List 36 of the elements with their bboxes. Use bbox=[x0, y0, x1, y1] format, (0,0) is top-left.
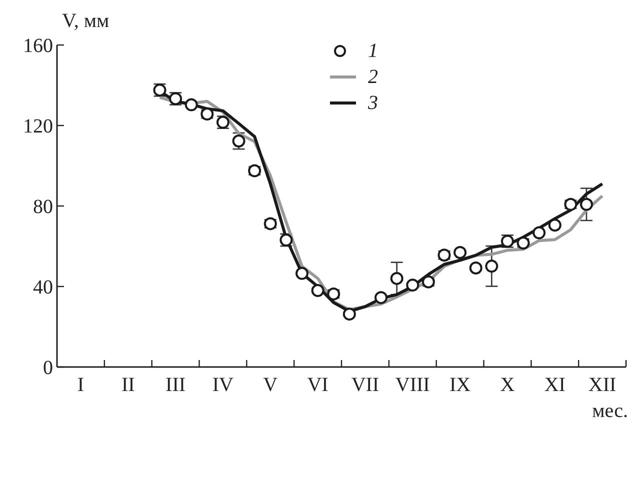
y-tick-label: 120 bbox=[23, 116, 53, 138]
x-tick-label: VII bbox=[351, 374, 380, 396]
point bbox=[548, 218, 562, 232]
point bbox=[485, 260, 498, 273]
point bbox=[532, 226, 546, 240]
point bbox=[184, 98, 198, 112]
y-tick-label: 80 bbox=[33, 196, 53, 218]
point bbox=[580, 198, 593, 211]
point bbox=[390, 272, 404, 285]
x-tick-label: IX bbox=[449, 374, 472, 396]
y-tick-label: 40 bbox=[33, 276, 53, 298]
legend-label: 1 bbox=[368, 40, 378, 62]
y-axis-title: V, мм bbox=[62, 10, 110, 33]
point bbox=[406, 278, 420, 292]
x-tick-label: I bbox=[77, 374, 84, 396]
x-tick-label: V bbox=[263, 374, 278, 396]
x-tick-label: III bbox=[166, 374, 186, 396]
legend-label: 2 bbox=[368, 66, 378, 88]
y-tick-label: 0 bbox=[43, 357, 53, 379]
x-tick-label: VI bbox=[307, 374, 328, 396]
point bbox=[295, 266, 308, 280]
x-tick-label: X bbox=[500, 374, 516, 396]
x-tick-label: XII bbox=[588, 374, 616, 396]
point bbox=[232, 134, 246, 148]
legend-label: 3 bbox=[368, 92, 378, 114]
point bbox=[469, 261, 482, 274]
x-tick-label: IV bbox=[212, 374, 234, 396]
point bbox=[454, 246, 467, 259]
x-tick-label: VIII bbox=[395, 374, 430, 396]
point bbox=[311, 284, 324, 298]
point bbox=[342, 308, 356, 321]
x-tick-label: XI bbox=[544, 374, 566, 396]
point bbox=[374, 291, 388, 304]
x-axis-title: мес. bbox=[592, 400, 627, 422]
y-tick-label: 160 bbox=[23, 35, 53, 57]
x-tick-label: II bbox=[121, 374, 135, 396]
